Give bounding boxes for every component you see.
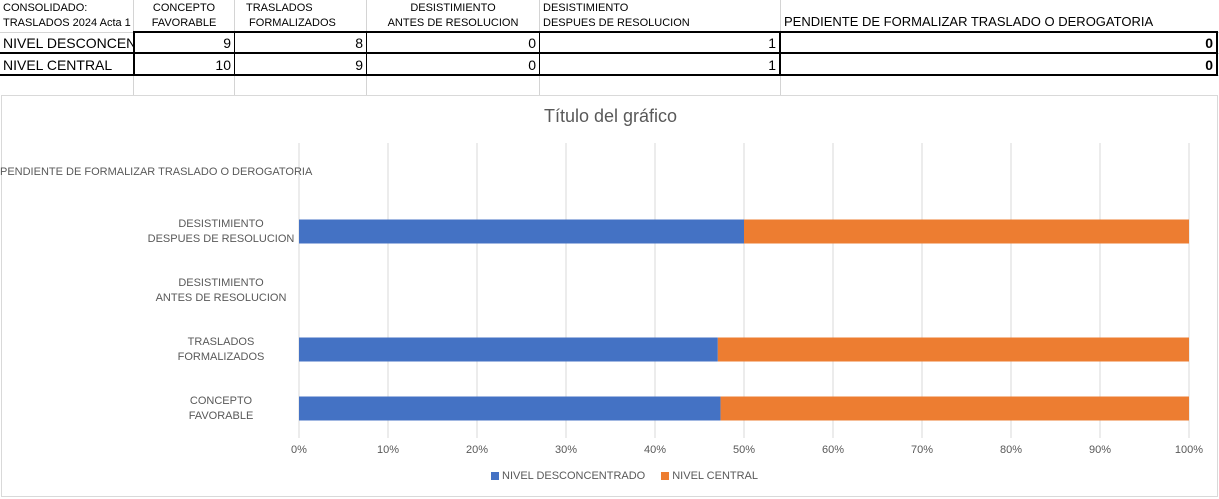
cell-r1-c2[interactable]: 8 bbox=[355, 35, 363, 51]
border bbox=[0, 74, 1218, 76]
category-label: TRASLADOS FORMALIZADOS bbox=[177, 335, 265, 363]
cell-r2-c3[interactable]: 0 bbox=[528, 57, 536, 73]
category-label: PENDIENTE DE FORMALIZAR TRASLADO O DEROG… bbox=[0, 166, 313, 178]
cell-r1-c5[interactable]: 0 bbox=[1205, 35, 1213, 51]
cell-r1-c3[interactable]: 0 bbox=[528, 35, 536, 51]
x-tick-label: 60% bbox=[821, 444, 845, 456]
chart-title[interactable]: Título del gráfico bbox=[543, 106, 678, 126]
x-tick-label: 40% bbox=[643, 444, 667, 456]
cell-r2-c1[interactable]: 10 bbox=[215, 57, 231, 73]
corner-cell-line1[interactable]: CONSOLIDADO: bbox=[3, 2, 88, 14]
border bbox=[234, 31, 235, 76]
bar-segment[interactable] bbox=[299, 396, 721, 421]
x-tick-label: 100% bbox=[1174, 444, 1204, 456]
header-concepto-favorable[interactable]: CONCEPTO FAVORABLE bbox=[151, 2, 217, 29]
category-label: CONCEPTO FAVORABLE bbox=[188, 394, 254, 422]
header-desistimiento-antes[interactable]: DESISTIMIENTO ANTES DE RESOLUCION bbox=[387, 2, 519, 29]
legend-item[interactable]: NIVEL CENTRAL bbox=[661, 470, 758, 482]
x-tick-label: 80% bbox=[999, 444, 1023, 456]
cell-r2-c2[interactable]: 9 bbox=[355, 57, 363, 73]
bar-segment[interactable] bbox=[299, 337, 718, 362]
category-label: DESISTIMIENTO ANTES DE RESOLUCION bbox=[155, 276, 287, 304]
corner-cell-line2[interactable]: TRASLADOS 2024 Acta 1 bbox=[3, 17, 131, 29]
row-label-central[interactable]: NIVEL CENTRAL bbox=[3, 57, 113, 73]
header-desistimiento-despues[interactable]: DESISTIMIENTO DESPUES DE RESOLUCION bbox=[543, 2, 690, 29]
header-traslados-formalizados[interactable]: TRASLADOS FORMALIZADOS bbox=[246, 2, 336, 29]
header-pendiente[interactable]: PENDIENTE DE FORMALIZAR TRASLADO O DEROG… bbox=[784, 14, 1154, 29]
border bbox=[0, 52, 1218, 54]
x-tick-label: 50% bbox=[732, 444, 756, 456]
x-tick-label: 30% bbox=[554, 444, 578, 456]
legend-label: NIVEL DESCONCENTRADO bbox=[502, 470, 646, 482]
x-tick-label: 10% bbox=[376, 444, 400, 456]
x-tick-label: 70% bbox=[910, 444, 934, 456]
border bbox=[1216, 31, 1218, 76]
legend-swatch bbox=[491, 472, 499, 481]
x-tick-label: 20% bbox=[465, 444, 489, 456]
cell-r2-c5[interactable]: 0 bbox=[1205, 57, 1213, 73]
border bbox=[366, 31, 367, 76]
x-tick-label: 0% bbox=[291, 444, 307, 456]
legend-item[interactable]: NIVEL DESCONCENTRADO bbox=[491, 470, 645, 482]
bar-segment[interactable] bbox=[717, 337, 1189, 362]
cell-r1-c4[interactable]: 1 bbox=[768, 35, 776, 51]
legend-label: NIVEL CENTRAL bbox=[672, 470, 759, 482]
cell-r1-c1[interactable]: 9 bbox=[223, 35, 231, 51]
category-label: DESISTIMIENTO DESPUES DE RESOLUCION bbox=[147, 217, 295, 245]
chart-container[interactable]: Título del gráfico bbox=[1, 95, 1218, 497]
legend-swatch bbox=[661, 472, 670, 481]
x-tick-label: 90% bbox=[1088, 444, 1112, 456]
legend[interactable]: NIVEL DESCONCENTRADO NIVEL CENTRAL bbox=[491, 470, 774, 482]
cell-r2-c4[interactable]: 1 bbox=[768, 57, 776, 73]
border bbox=[779, 31, 781, 76]
row-label-desconcentrado[interactable]: NIVEL DESCONCENTR bbox=[3, 35, 133, 51]
bar-segment[interactable] bbox=[299, 219, 744, 244]
border bbox=[133, 31, 135, 76]
bar-segment[interactable] bbox=[744, 219, 1189, 244]
border bbox=[133, 31, 1218, 33]
border bbox=[539, 31, 540, 76]
bar-segment[interactable] bbox=[720, 396, 1189, 421]
